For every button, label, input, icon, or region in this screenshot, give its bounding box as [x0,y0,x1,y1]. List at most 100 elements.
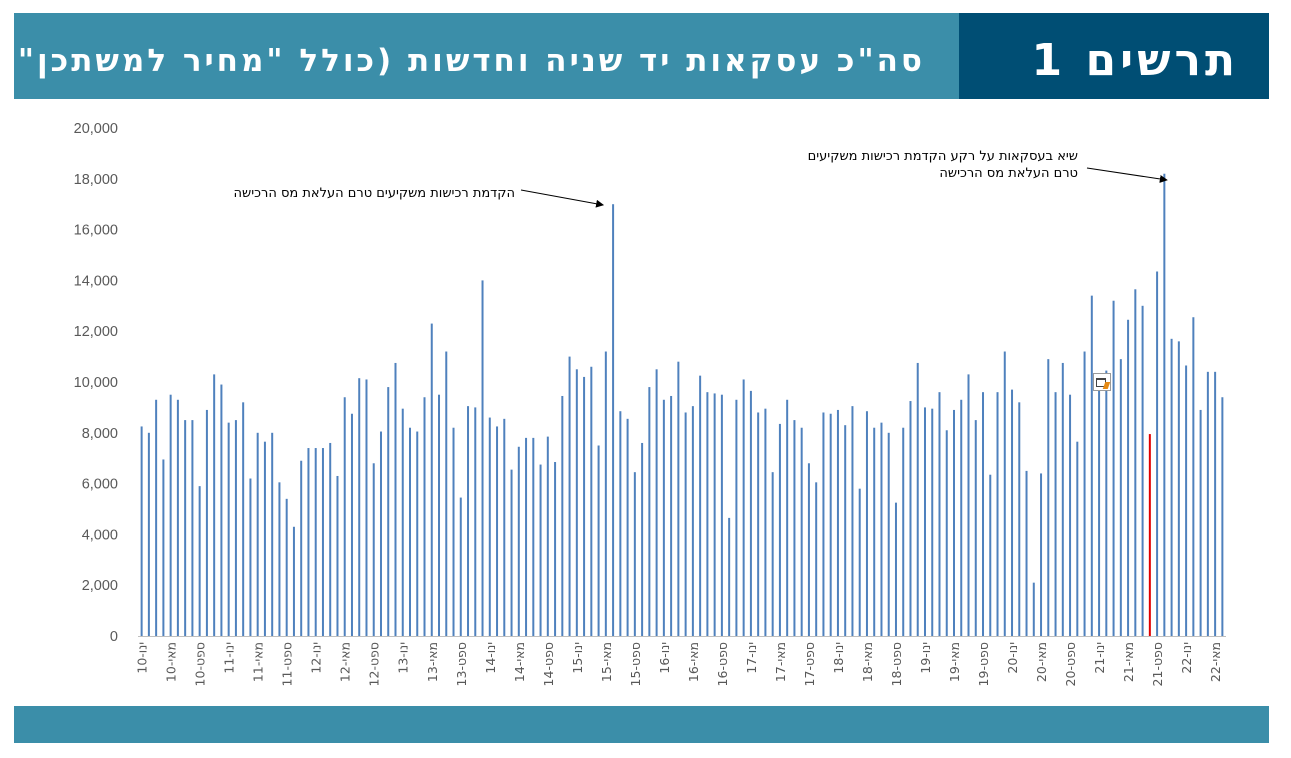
bar [184,420,187,636]
chart-subtitle: סה"כ עסקאות יד שניה וחדשות (כולל "מחיר ל… [0,43,925,79]
bar [329,442,332,636]
bar [307,448,310,636]
y-tick-label: 14,000 [74,273,118,289]
bar [1011,389,1014,636]
x-tick-label: ינו-21 [1092,642,1107,674]
bar [982,392,985,636]
bar [953,409,955,636]
bar [865,411,868,636]
bar [858,488,861,636]
bar [372,463,375,636]
x-tick-label: ינו-18 [831,642,846,674]
bar [662,399,665,636]
bar [938,392,941,636]
bar [822,412,825,636]
x-tick-label: ספט-19 [976,642,991,686]
bar [1018,402,1021,636]
bar [1199,409,1202,636]
bar [205,409,208,636]
bar [1177,341,1180,636]
bar [807,463,810,636]
bar [459,497,462,636]
bar [169,394,172,636]
bar [829,413,832,636]
bar [568,356,571,636]
y-tick-label: 20,000 [74,121,118,137]
bar [583,376,586,636]
bar [1025,470,1028,636]
bar [394,362,397,636]
bar [525,437,528,636]
bar [452,427,455,636]
bar [1112,300,1115,636]
bar [916,362,919,636]
bar [488,417,491,636]
bar [706,392,709,636]
bar [300,460,303,636]
x-tick-label: ינו-20 [1005,642,1020,674]
x-tick-label: ינו-11 [222,642,237,674]
bar [1185,365,1188,636]
y-tick-label: 12,000 [74,324,118,340]
bar [1083,351,1086,636]
x-tick-label: מאי-12 [338,642,353,682]
x-tick-label: מאי-11 [251,642,266,682]
bar [438,394,441,636]
bar [554,462,557,636]
bar [648,387,651,636]
x-tick-label: ספט-14 [541,642,556,686]
bar [1054,392,1057,636]
figure-label: תרשים 1 [1031,35,1239,86]
bar [815,482,818,636]
bar [496,426,499,636]
bar [590,366,593,636]
bar [641,442,644,636]
annotation-text: שיא בעסקאות על רקע הקדמת רכישות משקיעים [808,149,1078,164]
bar [1214,371,1217,636]
bar [684,412,687,636]
bar [474,407,477,636]
x-tick-label: ספט-16 [715,642,730,686]
bar [612,204,615,636]
bar [409,427,411,636]
bar [1221,397,1224,636]
y-tick-label: 4,000 [82,527,118,543]
bar [728,517,731,636]
header-subtitle-bar: סה"כ עסקאות יד שניה וחדשות (כולל "מחיר ל… [1,13,959,99]
x-tick-label: מאי-13 [425,642,440,682]
y-tick-label: 18,000 [74,172,118,188]
bar [597,445,600,636]
bar [1098,373,1101,636]
x-tick-label: מאי-17 [773,642,788,682]
bar [923,407,926,636]
bar [713,393,716,636]
x-tick-label: ספט-17 [802,642,817,686]
x-tick-label: ספט-11 [280,642,295,686]
annotation-arrow [1086,167,1168,183]
bar [786,399,789,636]
bar [155,399,158,636]
bar [575,369,578,636]
x-tick-label: ינו-14 [483,642,498,674]
edit-comment-icon[interactable] [1093,373,1111,391]
bar [1090,295,1093,636]
bar [960,399,963,636]
bar [430,323,433,636]
bar [619,411,622,636]
bar [894,502,897,636]
bar [1069,394,1072,636]
bar [263,441,266,636]
bar [1032,582,1035,636]
x-tick-label: ספט-10 [193,642,208,686]
bar [778,423,781,636]
bar [749,390,752,636]
bar [1061,362,1064,636]
x-tick-label: מאי-16 [686,642,701,682]
bar [989,474,992,636]
bar [162,459,165,636]
x-tick-label: ינו-13 [396,642,411,674]
bar [1156,271,1159,636]
bar [510,469,513,636]
bar [1003,351,1006,636]
annotation-text: הקדמת רכישות משקיעים טרם העלאת מס הרכישה [234,186,515,201]
